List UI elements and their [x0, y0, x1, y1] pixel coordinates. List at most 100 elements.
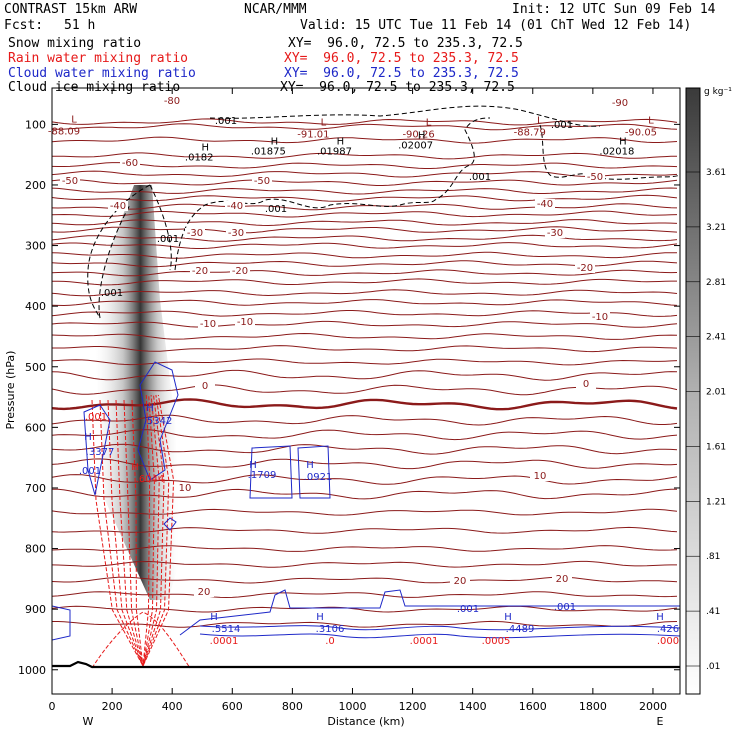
- temperature-isotherm: [52, 384, 678, 396]
- cloud-water-high-marker: H: [210, 612, 218, 623]
- isotherm-label: -30: [228, 228, 244, 239]
- low-value-label: -88.09: [48, 126, 80, 137]
- snow-high-value-label: .02018: [599, 147, 634, 158]
- temperature-isotherm: [52, 591, 678, 599]
- cloud-water-contour: [297, 445, 331, 499]
- x-tick-label: 1000: [338, 700, 366, 713]
- cloud-water-contour: [249, 445, 293, 499]
- east-label: E: [657, 715, 664, 728]
- isotherm-label-bg: [235, 317, 255, 327]
- isotherm-label: -10: [200, 319, 216, 330]
- field-cloud-water-xy: XY= 96.0, 72.5 to 235.3, 72.5: [284, 66, 519, 81]
- temperature-isotherm: [52, 398, 678, 411]
- temperature-isotherm: [52, 162, 678, 169]
- temperature-isotherm: [52, 187, 678, 195]
- temperature-isotherm: [52, 178, 678, 186]
- cloud-water-contour: [137, 361, 179, 481]
- temperature-isotherm: [52, 508, 678, 516]
- temperature-isotherm: [52, 269, 678, 277]
- snow-high-value-label: .02007: [398, 141, 433, 152]
- isotherm-label: -30: [547, 228, 563, 239]
- y-tick-label: 500: [25, 361, 46, 374]
- cloud-water-label: .5342: [144, 416, 173, 427]
- colorbar-label: 2.81: [706, 278, 726, 288]
- temperature-isotherm: [52, 152, 677, 160]
- valid-time: Valid: 15 UTC Tue 11 Feb 14 (01 ChT Wed …: [300, 18, 692, 33]
- isotherm-label-bg: [120, 158, 140, 168]
- colorbar-label: 2.01: [706, 388, 726, 398]
- y-tick-label: 400: [25, 300, 46, 313]
- cloud-water-contour: [52, 589, 680, 641]
- isotherm-label: -50: [62, 176, 78, 187]
- y-tick-label: 100: [25, 118, 46, 131]
- isotherm-label: -40: [537, 199, 553, 210]
- cloud-water-high-marker: H: [656, 612, 664, 623]
- colorbar-label: 1.61: [706, 442, 726, 452]
- x-tick-label: 400: [162, 700, 183, 713]
- rain-contour: [91, 611, 191, 669]
- low-marker: L: [537, 116, 543, 127]
- isotherm-label-bg: [226, 228, 246, 238]
- cloud-water-label: .426: [657, 624, 679, 635]
- y-tick-label: 1000: [18, 664, 46, 677]
- isotherm-label: -30: [187, 228, 203, 239]
- cloud-water-high-marker: H: [146, 403, 154, 414]
- cloud-water-high-marker: H: [306, 460, 314, 471]
- temperature-isotherm: [52, 234, 678, 242]
- snow-high-value-label: .01987: [317, 147, 352, 158]
- colorbar: [685, 87, 701, 695]
- temperature-isotherm: [52, 242, 678, 249]
- snow-contour: [209, 105, 601, 127]
- colorbar-label: .81: [706, 552, 720, 562]
- terrain-line: [52, 660, 680, 669]
- temperature-isotherm: [52, 605, 678, 613]
- cloud-water-label: .001: [457, 604, 479, 615]
- isotherm-label-bg: [575, 263, 595, 273]
- temperature-isotherm: [52, 260, 678, 268]
- temperature-isotherm: [52, 332, 678, 340]
- snow-contour: [87, 117, 491, 319]
- low-marker: L: [71, 114, 77, 125]
- cloud-water-label: .3106: [316, 624, 345, 635]
- isotherm-label: -90: [612, 98, 628, 109]
- forecast-label: Fcst:: [4, 18, 44, 33]
- isotherm-label-bg: [450, 576, 470, 586]
- temperature-isotherm: [52, 526, 678, 534]
- x-tick-label: 800: [282, 700, 303, 713]
- rain-contour-label: .0001: [410, 636, 439, 647]
- temperature-isotherm: [52, 203, 678, 211]
- isotherm-label-bg: [225, 201, 245, 211]
- colorbar-unit: g kg⁻¹: [704, 87, 732, 97]
- temperature-isotherm: [52, 194, 678, 202]
- field-snow-label: Snow mixing ratio: [8, 36, 142, 51]
- cloud-water-label: .001: [79, 466, 101, 477]
- y-axis-label: Pressure (hPa): [4, 351, 17, 430]
- isotherm-label-bg: [585, 172, 605, 182]
- isotherm-label-bg: [198, 319, 218, 329]
- x-tick-label: 200: [102, 700, 123, 713]
- low-marker: L: [426, 117, 432, 128]
- isotherm-label: -10: [592, 312, 608, 323]
- snow-contour-label: .001: [265, 204, 287, 215]
- temperature-isotherm: [52, 289, 678, 297]
- rain-contour: [115, 394, 160, 668]
- init-time: Init: 12 UTC Sun 09 Feb 14: [512, 2, 716, 17]
- cloud-water-label: .5514: [212, 624, 241, 635]
- temperature-isotherm: [52, 358, 678, 366]
- rain-contour-label: .0001: [210, 636, 239, 647]
- isotherm-label-bg: [535, 199, 555, 209]
- colorbar-label: 1.21: [706, 497, 726, 507]
- temperature-isotherm: [52, 251, 678, 259]
- cloud-water-contour: [199, 625, 680, 639]
- plot-frame: [51, 87, 681, 695]
- field-cloud-water-label: Cloud water mixing ratio: [8, 66, 196, 81]
- isotherm-label: -50: [254, 176, 270, 187]
- cloud-water-high-marker: H: [316, 612, 324, 623]
- isotherm-label-bg: [230, 266, 250, 276]
- temperature-isotherm: [52, 488, 677, 500]
- isotherm-label-bg: [545, 228, 565, 238]
- x-tick-label: 600: [222, 700, 243, 713]
- isotherm-label-bg: [576, 379, 596, 389]
- cloud-water-high-marker: H: [504, 612, 512, 623]
